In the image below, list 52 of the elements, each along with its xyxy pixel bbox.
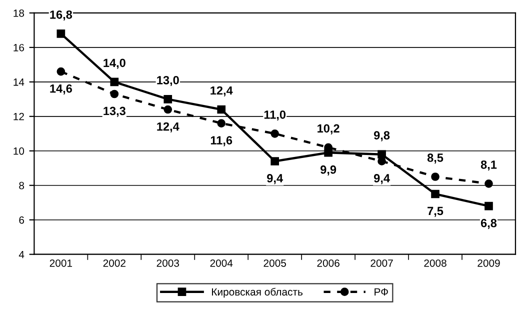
- legend-label: РФ: [374, 288, 388, 296]
- point: [56, 29, 66, 38]
- point: [431, 172, 440, 181]
- data-label: 12,4: [210, 86, 233, 96]
- x-tick-label: 2002: [103, 259, 126, 267]
- legend-label: Кировская область: [212, 288, 303, 298]
- data-label: 12,4: [157, 122, 180, 132]
- y-tick-label: 14: [14, 78, 24, 86]
- point: [484, 179, 493, 188]
- x-tick-label: 2008: [424, 259, 446, 267]
- x-tick-label: 2004: [210, 259, 233, 267]
- y-tick-label: 18: [14, 9, 24, 17]
- data-label: 9,9: [320, 165, 336, 176]
- point: [217, 105, 226, 114]
- y-tick-label: 4: [18, 250, 24, 258]
- point: [217, 119, 226, 128]
- y-tick-label: 6: [19, 216, 24, 224]
- y-tick-label: 10: [14, 147, 24, 155]
- data-label: 8,5: [427, 154, 444, 164]
- x-tick-label: 2003: [156, 259, 180, 267]
- x-tick-label: 2001: [50, 259, 72, 267]
- y-tick-label: 12: [14, 112, 24, 120]
- point: [431, 190, 440, 198]
- data-label: 16,8: [50, 10, 72, 21]
- y-tick-label: 8: [19, 182, 24, 190]
- data-label: 13,3: [104, 106, 126, 117]
- x-tick-label: 2005: [264, 259, 286, 267]
- point: [110, 90, 119, 98]
- point: [164, 95, 172, 104]
- data-label: 6,8: [480, 218, 497, 229]
- point: [270, 157, 279, 166]
- data-label: 10,2: [318, 124, 340, 134]
- data-label: 9,4: [267, 174, 283, 184]
- data-label: 9,4: [374, 174, 390, 184]
- point: [110, 78, 119, 86]
- data-label: 14,0: [104, 58, 126, 69]
- x-tick-label: 2006: [317, 259, 340, 267]
- point: [484, 202, 493, 210]
- data-label: 7,5: [428, 206, 444, 217]
- data-label: 13,0: [157, 76, 179, 86]
- data-label: 8,1: [480, 160, 497, 171]
- point: [270, 129, 279, 138]
- point: [164, 105, 172, 114]
- data-label: 11,0: [264, 110, 286, 121]
- x-tick-label: 2007: [370, 259, 393, 267]
- data-label: 9,8: [374, 131, 390, 142]
- point: [378, 150, 386, 159]
- y-tick-label: 16: [14, 44, 24, 52]
- x-tick-label: 2009: [478, 259, 500, 267]
- data-label: 14,6: [50, 84, 72, 94]
- point: [56, 67, 66, 76]
- data-label: 11,6: [210, 136, 232, 146]
